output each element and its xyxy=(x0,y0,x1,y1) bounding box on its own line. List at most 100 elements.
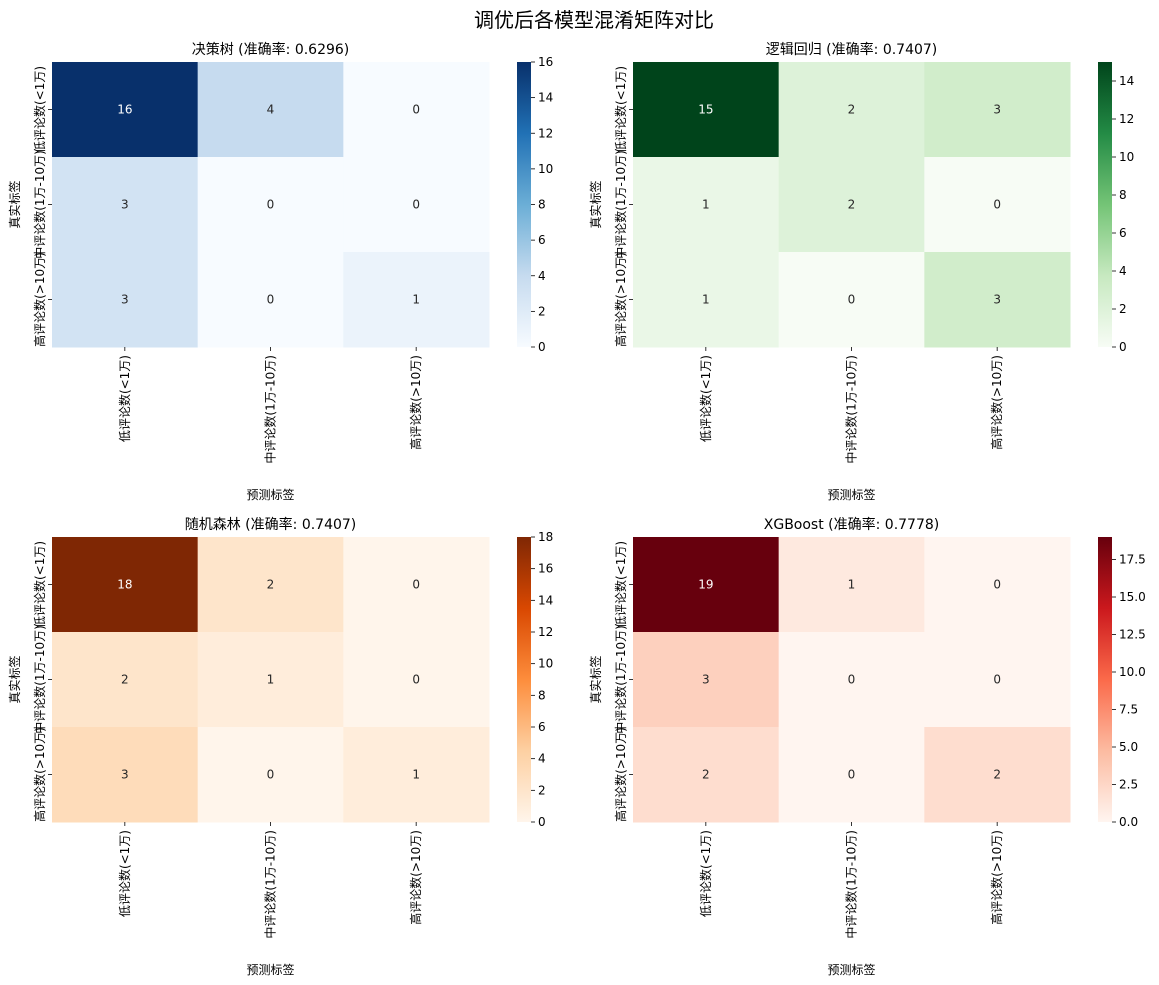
y-tick-label: 中评论数(1万-10万) xyxy=(32,150,47,259)
colorbar-tick-label: 0.0 xyxy=(1119,815,1138,829)
colorbar-tick-label: 12.5 xyxy=(1119,628,1146,642)
y-tick-label: 低评论数(<1万) xyxy=(32,541,47,628)
colorbar-tick-label: 2 xyxy=(538,783,546,797)
colorbar xyxy=(1098,62,1112,347)
colorbar-tick-label: 12 xyxy=(538,126,553,140)
colorbar-tick-label: 10 xyxy=(538,162,553,176)
heatmap-cell xyxy=(343,252,490,348)
cell-value-label: 3 xyxy=(121,198,129,212)
cell-value-label: 0 xyxy=(993,198,1001,212)
heatmap-cell xyxy=(52,632,199,728)
cell-value-label: 4 xyxy=(267,103,275,117)
colorbar xyxy=(517,537,531,822)
y-tick-label: 高评论数(>10万) xyxy=(32,727,47,822)
colorbar-tick-label: 10 xyxy=(1119,150,1134,164)
colorbar-tick-label: 16 xyxy=(538,562,553,576)
heatmap-cell xyxy=(52,157,199,253)
y-tick-label: 高评论数(>10万) xyxy=(32,252,47,347)
x-tick-label: 中评论数(1万-10万) xyxy=(263,830,278,939)
cell-value-label: 15 xyxy=(698,103,713,117)
colorbar-tick-label: 12 xyxy=(1119,112,1134,126)
heatmap-cell xyxy=(343,157,490,253)
cell-value-label: 16 xyxy=(117,103,132,117)
colorbar-tick-label: 6 xyxy=(538,720,546,734)
colorbar-tick-label: 0 xyxy=(1119,340,1127,354)
heatmap-cell xyxy=(633,632,780,728)
figure-title: 调优后各模型混淆矩阵对比 xyxy=(474,8,714,32)
heatmap-cell xyxy=(924,157,1071,253)
heatmap-cell xyxy=(343,537,490,633)
heatmap-cell xyxy=(924,632,1071,728)
colorbar-tick-label: 2 xyxy=(1119,302,1127,316)
colorbar-tick-label: 15.0 xyxy=(1119,590,1146,604)
heatmap-cell xyxy=(924,62,1071,158)
heatmap-cell xyxy=(197,62,344,158)
cell-value-label: 3 xyxy=(121,293,129,307)
cell-value-label: 1 xyxy=(702,198,710,212)
cell-value-label: 2 xyxy=(848,198,856,212)
x-axis-label: 预测标签 xyxy=(246,962,294,977)
colorbar-tick-label: 10.0 xyxy=(1119,665,1146,679)
cell-value-label: 2 xyxy=(702,768,710,782)
heatmap-cell xyxy=(197,157,344,253)
cell-value-label: 3 xyxy=(993,293,1001,307)
y-tick-label: 高评论数(>10万) xyxy=(613,252,628,347)
heatmap-cell xyxy=(197,727,344,823)
heatmap-cell xyxy=(633,727,780,823)
heatmap-cell xyxy=(633,62,780,158)
cell-value-label: 18 xyxy=(117,578,132,592)
x-tick-label: 低评论数(<1万) xyxy=(698,830,713,917)
colorbar-tick-label: 14 xyxy=(538,91,553,105)
heatmap-cell xyxy=(924,727,1071,823)
x-tick-label: 高评论数(>10万) xyxy=(408,355,423,450)
x-tick-label: 低评论数(<1万) xyxy=(117,355,132,442)
colorbar-tick-label: 6 xyxy=(1119,226,1127,240)
colorbar-tick-label: 16 xyxy=(538,55,553,69)
panel-title: XGBoost (准确率: 0.7778) xyxy=(764,516,940,533)
colorbar-tick-label: 2 xyxy=(538,304,546,318)
cell-value-label: 0 xyxy=(993,673,1001,687)
colorbar-tick-label: 8 xyxy=(1119,188,1127,202)
heatmap-cell xyxy=(343,62,490,158)
x-axis-label: 预测标签 xyxy=(246,487,294,502)
cell-value-label: 0 xyxy=(412,673,420,687)
cell-value-label: 0 xyxy=(267,293,275,307)
y-axis-label: 真实标签 xyxy=(588,180,603,228)
cell-value-label: 2 xyxy=(848,103,856,117)
heatmap-cell xyxy=(633,157,780,253)
x-tick-label: 高评论数(>10万) xyxy=(989,355,1004,450)
heatmap-cell xyxy=(52,252,199,348)
cell-value-label: 0 xyxy=(267,198,275,212)
cell-value-label: 1 xyxy=(412,293,420,307)
cell-value-label: 3 xyxy=(702,673,710,687)
y-axis-label: 真实标签 xyxy=(7,655,22,703)
heatmap-panel-4: XGBoost (准确率: 0.7778) 19 1 0 3 0 0 2 0 2 低评论数(<1万)… xyxy=(588,516,1146,977)
colorbar-tick-label: 7.5 xyxy=(1119,703,1138,717)
cell-value-label: 0 xyxy=(848,768,856,782)
y-tick-label: 低评论数(<1万) xyxy=(613,541,628,628)
heatmap-cell xyxy=(52,62,199,158)
heatmap-cell xyxy=(343,727,490,823)
colorbar xyxy=(517,62,531,347)
y-tick-label: 低评论数(<1万) xyxy=(32,66,47,153)
cell-value-label: 1 xyxy=(267,673,275,687)
y-tick-label: 中评论数(1万-10万) xyxy=(613,150,628,259)
heatmap-cell xyxy=(924,252,1071,348)
cell-value-label: 0 xyxy=(848,673,856,687)
x-tick-label: 低评论数(<1万) xyxy=(117,830,132,917)
heatmap-cell xyxy=(778,727,925,823)
y-tick-label: 高评论数(>10万) xyxy=(613,727,628,822)
cell-value-label: 0 xyxy=(412,103,420,117)
cell-value-label: 1 xyxy=(412,768,420,782)
colorbar-tick-label: 18 xyxy=(538,530,553,544)
heatmap-cell xyxy=(633,537,780,633)
cell-value-label: 19 xyxy=(698,578,713,592)
cell-value-label: 0 xyxy=(848,293,856,307)
colorbar-tick-label: 4 xyxy=(538,752,546,766)
x-axis-label: 预测标签 xyxy=(827,487,875,502)
cell-value-label: 0 xyxy=(993,578,1001,592)
heatmap-cell xyxy=(924,537,1071,633)
